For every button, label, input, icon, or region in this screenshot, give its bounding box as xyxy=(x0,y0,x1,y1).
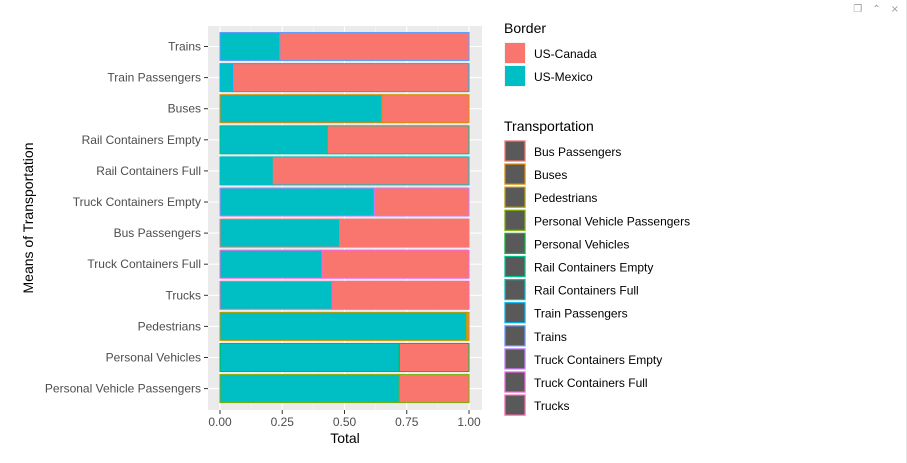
y-axis-title: Means of Transportation xyxy=(20,143,36,294)
legend-swatch xyxy=(504,255,526,278)
y-tick-label: Train Passengers xyxy=(107,71,201,85)
y-tick-label: Personal Vehicles xyxy=(106,351,201,365)
legend-label: Pedestrians xyxy=(534,191,597,205)
bar-segment xyxy=(219,156,273,186)
legend-label: Truck Containers Empty xyxy=(534,353,662,367)
close-icon[interactable]: × xyxy=(890,4,899,15)
legend: Border US-Canada US-Mexico Transportation Bu… xyxy=(504,20,690,417)
legend-swatch xyxy=(504,394,526,416)
legend-swatch xyxy=(504,209,526,231)
bar-segment xyxy=(321,249,470,279)
bar-segment xyxy=(219,94,383,124)
legend-label: Personal Vehicles xyxy=(534,237,629,251)
legend-label: Rail Containers Full xyxy=(534,284,639,298)
bar-segment xyxy=(219,280,333,310)
legend-label: Truck Containers Full xyxy=(534,376,648,390)
bar-segment xyxy=(219,218,341,248)
window-controls: ❐ ⌃ × xyxy=(853,4,899,16)
y-tick-label: Rail Containers Empty xyxy=(82,133,201,147)
bar-segment xyxy=(219,187,375,217)
bar-segment xyxy=(339,218,470,248)
legend-label: Bus Passengers xyxy=(534,145,621,159)
legend-title-transportation: Transportation xyxy=(504,118,594,134)
legend-swatch xyxy=(504,279,526,301)
legend-swatch xyxy=(504,302,526,324)
bar-segment xyxy=(219,374,400,404)
legend-title-border: Border xyxy=(504,20,546,36)
x-tick-label: 0.75 xyxy=(395,415,419,429)
legend-swatch xyxy=(504,163,526,185)
bar-segment xyxy=(279,32,470,61)
legend-label: Personal Vehicle Passengers xyxy=(534,214,690,228)
legend-label: US-Canada xyxy=(534,47,597,61)
y-tick-label: Buses xyxy=(168,102,201,116)
x-tick-label: 0.25 xyxy=(271,415,295,429)
bar-segment xyxy=(398,343,470,372)
bar-segment xyxy=(466,311,470,341)
legend-swatch xyxy=(504,371,526,393)
bars xyxy=(219,32,470,404)
y-tick-label: Personal Vehicle Passengers xyxy=(45,382,201,396)
x-axis-tick-labels: 0.00 0.25 0.50 0.75 1.00 xyxy=(208,410,481,429)
y-tick-label: Truck Containers Empty xyxy=(73,195,201,209)
y-tick-label: Truck Containers Full xyxy=(87,257,201,271)
legend-label: Trains xyxy=(534,330,567,344)
legend-swatch xyxy=(504,348,526,370)
legend-swatch xyxy=(505,43,525,63)
bar-segment xyxy=(373,187,470,217)
legend-swatch xyxy=(504,325,526,347)
legend-label: Buses xyxy=(534,168,567,182)
x-axis-title: Total xyxy=(330,430,360,446)
y-axis-tick-labels: Trains Train Passengers Buses Rail Containe… xyxy=(45,40,208,396)
legend-swatch xyxy=(505,66,525,86)
x-tick-label: 0.50 xyxy=(333,415,357,429)
y-tick-label: Trains xyxy=(168,40,201,54)
legend-label: Train Passengers xyxy=(534,307,628,321)
bar-segment xyxy=(331,280,470,310)
bar-segment xyxy=(219,125,328,155)
maximize-icon[interactable]: ⌃ xyxy=(872,4,881,15)
bar-segment xyxy=(219,249,323,279)
legend-label: Trucks xyxy=(534,399,570,413)
bar-segment xyxy=(398,374,470,404)
x-tick-label: 1.00 xyxy=(457,415,481,429)
y-tick-label: Pedestrians xyxy=(138,319,201,333)
legend-label: US-Mexico xyxy=(534,70,593,84)
y-tick-label: Rail Containers Full xyxy=(96,164,201,178)
popout-icon[interactable]: ❐ xyxy=(853,4,863,15)
bar-segment xyxy=(381,94,470,124)
bar-segment xyxy=(271,156,470,186)
bar-segment xyxy=(219,32,281,61)
y-tick-label: Trucks xyxy=(165,288,201,302)
legend-swatch xyxy=(504,232,526,254)
bar-segment xyxy=(219,63,233,93)
x-tick-label: 0.00 xyxy=(208,415,232,429)
bar-segment xyxy=(326,125,470,155)
legend-swatch xyxy=(504,186,526,208)
bar-segment xyxy=(219,343,400,372)
bar-segment xyxy=(231,63,470,93)
bar-segment xyxy=(219,311,468,341)
legend-label: Rail Containers Empty xyxy=(534,261,653,275)
legend-swatch xyxy=(504,140,526,162)
y-tick-label: Bus Passengers xyxy=(114,226,201,240)
